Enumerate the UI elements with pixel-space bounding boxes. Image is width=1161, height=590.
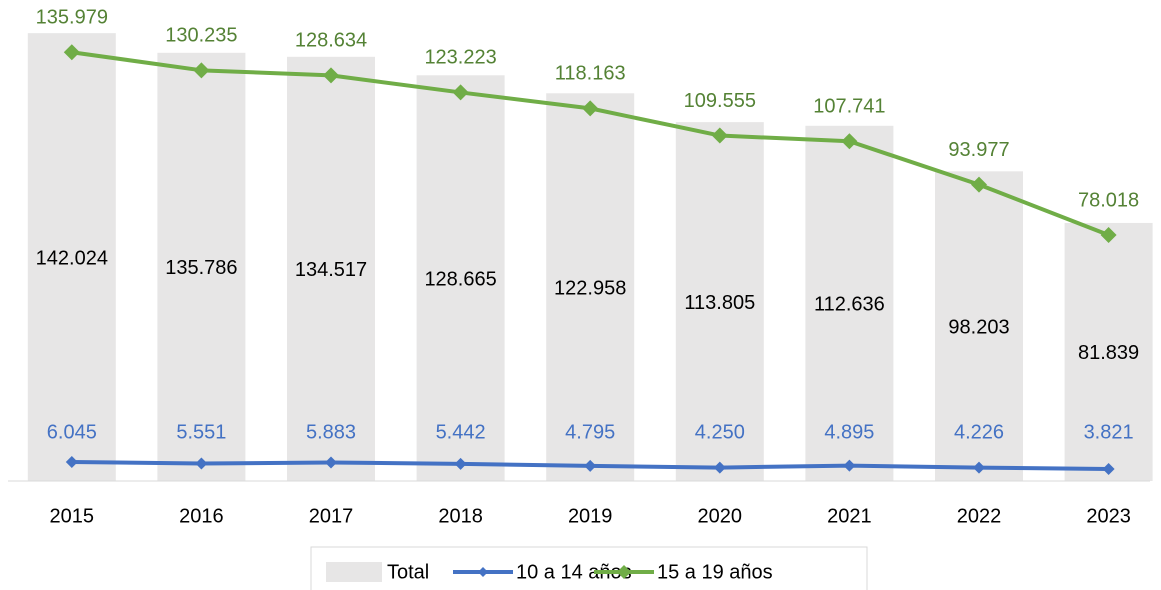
x-tick-label: 2015	[50, 505, 95, 527]
data-label: 6.045	[47, 421, 97, 443]
data-label: 78.018	[1078, 189, 1139, 211]
x-tick-label: 2021	[827, 505, 872, 527]
x-tick-label: 2019	[568, 505, 613, 527]
data-label: 4.795	[565, 421, 615, 443]
x-tick-label: 2022	[957, 505, 1002, 527]
bar	[157, 52, 246, 482]
marker	[452, 84, 469, 101]
data-label: 5.883	[306, 421, 356, 443]
legend-label: 15 a 19 años	[657, 561, 773, 583]
marker	[711, 127, 728, 144]
data-label: 3.821	[1084, 421, 1134, 443]
x-tick-label: 2017	[309, 505, 354, 527]
bar	[546, 93, 635, 482]
marker	[65, 455, 78, 468]
data-label: 135.786	[165, 257, 237, 279]
marker	[323, 67, 339, 84]
data-label: 98.203	[948, 316, 1009, 338]
data-label: 107.741	[813, 96, 885, 118]
data-label: 123.223	[424, 47, 496, 69]
data-label: 4.226	[954, 421, 1004, 443]
data-label: 118.163	[555, 63, 626, 85]
data-label: 122.958	[554, 277, 626, 299]
data-label: 109.555	[684, 90, 756, 112]
x-tick-label: 2023	[1086, 505, 1131, 527]
data-label: 81.839	[1078, 342, 1139, 364]
legend-marker	[617, 565, 631, 579]
marker	[195, 457, 208, 470]
marker	[454, 457, 467, 470]
x-tick-label: 2020	[698, 505, 743, 527]
data-label: 112.636	[814, 294, 885, 316]
marker	[325, 456, 337, 469]
data-label: 135.979	[36, 6, 108, 28]
marker	[193, 62, 210, 79]
bar	[287, 56, 375, 481]
data-label: 134.517	[295, 259, 367, 281]
marker	[1102, 462, 1115, 475]
marker	[843, 459, 856, 472]
data-label: 128.634	[295, 30, 367, 52]
data-label: 130.235	[165, 25, 237, 47]
marker	[63, 44, 80, 61]
x-tick-label: 2016	[179, 505, 224, 527]
data-label: 142.024	[36, 247, 108, 269]
legend-box	[310, 546, 868, 590]
legend-label: Total	[387, 561, 429, 583]
x-tick-label: 2018	[438, 505, 483, 527]
legend-label: 10 a 14 años	[516, 561, 632, 583]
data-label: 5.442	[436, 421, 486, 443]
bar	[675, 122, 764, 482]
bar	[805, 125, 894, 482]
data-label: 4.895	[824, 421, 874, 443]
marker	[582, 100, 599, 117]
bar	[935, 171, 1023, 482]
marker	[971, 176, 987, 193]
bar	[1064, 222, 1153, 481]
bar	[416, 75, 505, 481]
marker	[713, 461, 726, 474]
data-label: 128.665	[424, 268, 496, 290]
data-label: 4.250	[695, 421, 745, 443]
legend-marker	[478, 567, 488, 577]
legend-swatch	[326, 562, 382, 582]
data-label: 113.805	[684, 292, 755, 314]
marker	[841, 133, 858, 150]
marker	[973, 461, 985, 474]
bar	[27, 33, 116, 481]
data-label: 5.551	[176, 421, 226, 443]
marker	[584, 459, 597, 472]
data-label: 93.977	[948, 139, 1009, 161]
marker	[1100, 226, 1117, 243]
